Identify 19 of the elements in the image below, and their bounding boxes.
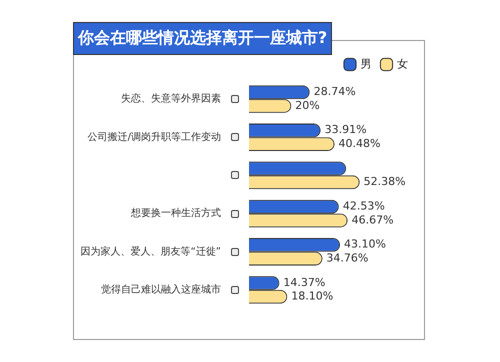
y-tick-label: 因为家人、爱人、朋友等“迁徙” [80,245,221,258]
data-label: 14.37% [283,276,326,289]
data-label: 20% [295,98,320,112]
y-tick-label: 觉得自己难以融入这座城市 [101,284,221,296]
y-tick-label: 失恋、失意等外界因素 [121,92,221,105]
data-label: 18.10% [291,290,334,303]
data-label: 52.38% [364,175,406,188]
data-label: 43.10% [344,238,386,251]
legend-label: 男 [360,58,372,71]
data-label: 46.67% [352,213,394,226]
legend-label: 女 [397,58,408,71]
y-tick-label: 想要换一种生活方式 [130,207,221,220]
y-tick-label: 公司搬迁/调岗升职等工作变动 [88,130,221,143]
chart-title: 你会在哪些情况选择离开一座城市? [73,22,332,55]
data-label: 33.91% [324,123,367,136]
data-label: 40.48% [338,136,380,150]
data-label: 34.76% [326,251,368,264]
data-label: 28.74% [314,85,356,98]
data-label: 42.53% [342,200,385,213]
